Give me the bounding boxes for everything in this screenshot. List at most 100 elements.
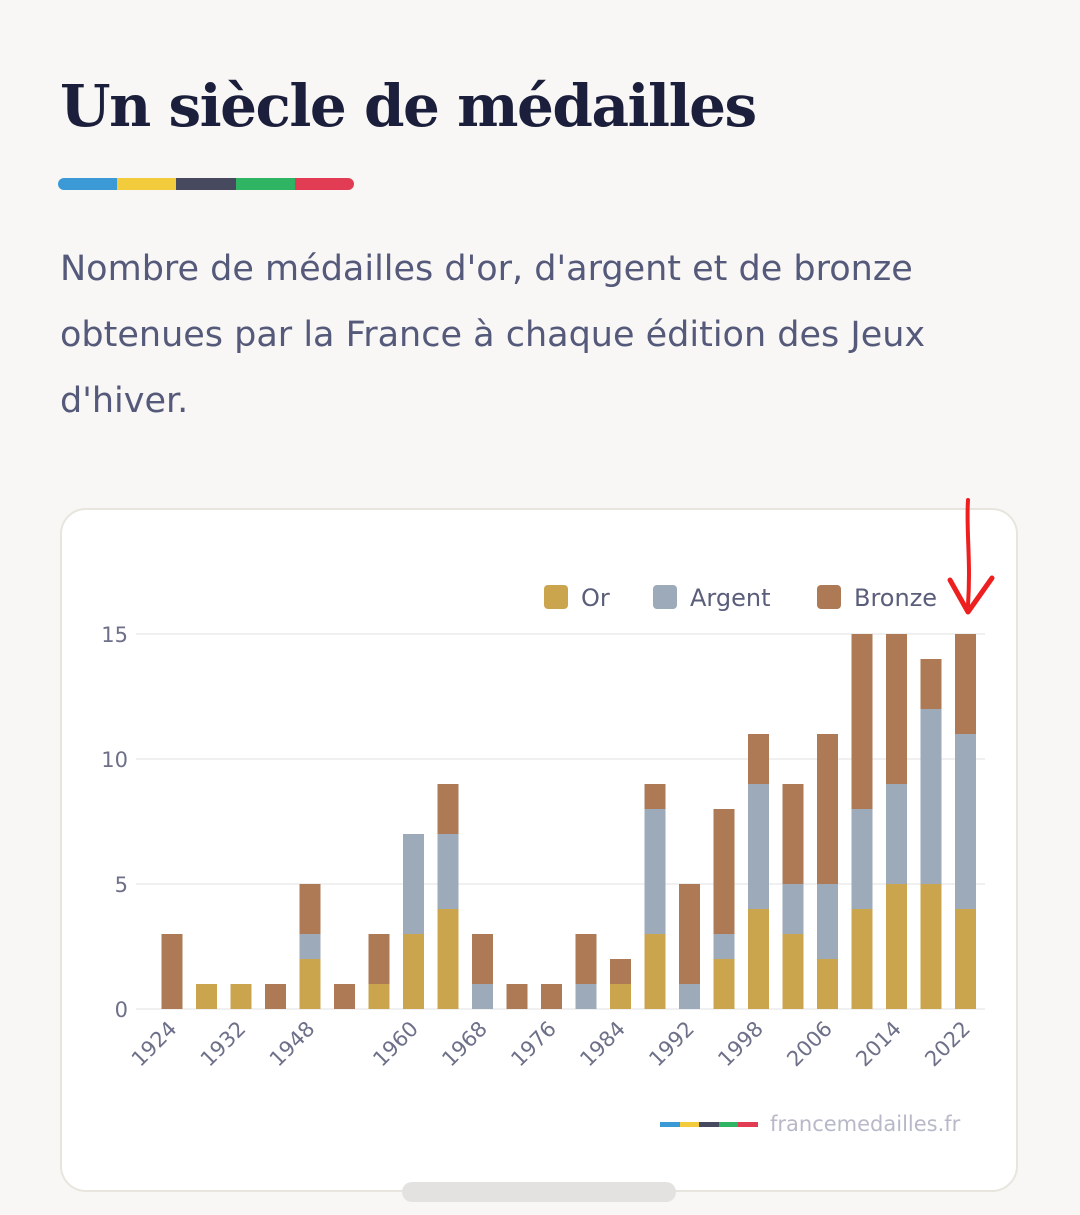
red-arrow-annotation <box>947 498 995 615</box>
legend-swatch-bronze <box>817 585 841 609</box>
bar-2014-or[interactable] <box>886 884 907 1009</box>
bar-1964-bronze[interactable] <box>437 784 459 834</box>
watermark-stripe-blue <box>660 1121 680 1127</box>
color-bar-dark <box>176 178 236 190</box>
source-watermark: francemedailles.fr <box>660 1112 960 1136</box>
x-tick-label-1998: 1998 <box>713 1017 768 1072</box>
bar-2014-argent[interactable] <box>886 784 907 884</box>
page-title: Un siècle de médailles <box>60 72 757 140</box>
source-label: francemedailles.fr <box>770 1112 961 1136</box>
bar-1964-or[interactable] <box>437 909 459 1009</box>
bar-2006-or[interactable] <box>817 959 838 1009</box>
legend-item-argent[interactable]: Argent <box>653 584 770 612</box>
bar-1948-bronze[interactable] <box>299 884 321 934</box>
bar-2010-or[interactable] <box>851 909 873 1009</box>
bar-1984-bronze[interactable] <box>610 959 631 984</box>
y-axis-ticks: 0 5 10 15 <box>101 623 128 1022</box>
x-tick-label-1924: 1924 <box>127 1017 182 1072</box>
bar-2022-bronze[interactable] <box>955 634 976 734</box>
x-tick-label-2014: 2014 <box>851 1017 906 1072</box>
color-bar-red <box>294 178 354 190</box>
bar-1984-or[interactable] <box>610 984 631 1009</box>
bar-1992-bronze[interactable] <box>679 884 700 984</box>
y-tick-label-10: 10 <box>101 748 128 772</box>
bar-1936-bronze[interactable] <box>265 984 286 1009</box>
bar-1994-or[interactable] <box>713 959 735 1009</box>
bar-1988-bronze[interactable] <box>644 784 666 809</box>
bar-1960-or[interactable] <box>403 934 424 1009</box>
bar-1928-or[interactable] <box>196 984 217 1009</box>
color-bar-green <box>235 178 295 190</box>
bar-2018-bronze[interactable] <box>920 659 942 709</box>
chart-bars <box>161 634 976 1009</box>
legend-label-or: Or <box>581 584 610 612</box>
bar-1952-bronze[interactable] <box>334 984 355 1009</box>
bar-2006-argent[interactable] <box>817 884 838 959</box>
bar-1998-argent[interactable] <box>748 784 769 909</box>
watermark-stripe-yellow <box>679 1121 700 1127</box>
bar-1980-argent[interactable] <box>575 984 597 1009</box>
bar-1960-argent[interactable] <box>403 834 424 934</box>
bar-1948-argent[interactable] <box>299 934 321 959</box>
bar-2018-or[interactable] <box>920 884 942 1009</box>
red-arrow-head <box>947 575 995 615</box>
bar-2006-bronze[interactable] <box>817 734 838 884</box>
legend-label-bronze: Bronze <box>854 584 937 612</box>
bar-1948-or[interactable] <box>299 959 321 1009</box>
color-bar-blue <box>58 178 118 190</box>
bar-2002-bronze[interactable] <box>782 784 804 884</box>
bar-1976-bronze[interactable] <box>541 984 562 1009</box>
bar-1992-argent[interactable] <box>679 984 700 1009</box>
bar-2010-bronze[interactable] <box>851 634 873 809</box>
bar-1924-bronze[interactable] <box>161 934 183 1009</box>
bar-1968-bronze[interactable] <box>472 934 493 984</box>
olympic-color-bar <box>58 178 354 190</box>
bar-1994-bronze[interactable] <box>713 809 735 934</box>
legend-item-bronze[interactable]: Bronze <box>817 584 937 612</box>
watermark-stripe-green <box>718 1121 739 1127</box>
y-tick-label-5: 5 <box>115 873 128 897</box>
bar-1988-or[interactable] <box>644 934 666 1009</box>
red-arrow-icon <box>965 498 971 607</box>
x-tick-label-1984: 1984 <box>575 1017 630 1072</box>
color-bar-yellow <box>117 178 177 190</box>
bar-1972-bronze[interactable] <box>506 984 528 1009</box>
bar-2022-or[interactable] <box>955 909 976 1009</box>
x-tick-label-1976: 1976 <box>506 1017 561 1072</box>
bar-2022-argent[interactable] <box>955 734 976 909</box>
watermark-stripe-dark <box>699 1121 719 1127</box>
bar-2002-argent[interactable] <box>782 884 804 934</box>
bar-2010-argent[interactable] <box>851 809 873 909</box>
x-tick-label-2022: 2022 <box>920 1017 975 1072</box>
y-tick-label-15: 15 <box>101 623 128 647</box>
x-tick-label-1948: 1948 <box>265 1017 320 1072</box>
bar-1956-or[interactable] <box>368 984 390 1009</box>
legend-swatch-argent <box>653 585 677 609</box>
legend-label-argent: Argent <box>690 584 770 612</box>
bar-2002-or[interactable] <box>782 934 804 1009</box>
bar-2014-bronze[interactable] <box>886 634 907 784</box>
bar-1964-argent[interactable] <box>437 834 459 909</box>
bar-1980-bronze[interactable] <box>575 934 597 984</box>
legend-swatch-or <box>544 585 568 609</box>
home-indicator[interactable] <box>402 1182 676 1202</box>
watermark-stripes <box>660 1121 758 1127</box>
bar-1998-or[interactable] <box>748 909 769 1009</box>
legend-item-or[interactable]: Or <box>544 584 610 612</box>
x-tick-label-1960: 1960 <box>368 1017 423 1072</box>
bar-1956-bronze[interactable] <box>368 934 390 984</box>
bar-1994-argent[interactable] <box>713 934 735 959</box>
watermark-stripe-red <box>738 1121 758 1127</box>
bar-2018-argent[interactable] <box>920 709 942 884</box>
bar-1968-argent[interactable] <box>472 984 493 1009</box>
y-tick-label-0: 0 <box>115 998 128 1022</box>
bar-1988-argent[interactable] <box>644 809 666 934</box>
x-axis-ticks: 1924 1932 1948 1960 1968 1976 1984 1992 1998 2006… <box>127 1017 975 1072</box>
bar-1932-or[interactable] <box>230 984 252 1009</box>
bar-1998-bronze[interactable] <box>748 734 769 784</box>
chart-legend[interactable]: Or Argent Bronze <box>544 584 937 612</box>
x-tick-label-2006: 2006 <box>782 1017 837 1072</box>
x-tick-label-1932: 1932 <box>196 1017 251 1072</box>
x-tick-label-1968: 1968 <box>437 1017 492 1072</box>
